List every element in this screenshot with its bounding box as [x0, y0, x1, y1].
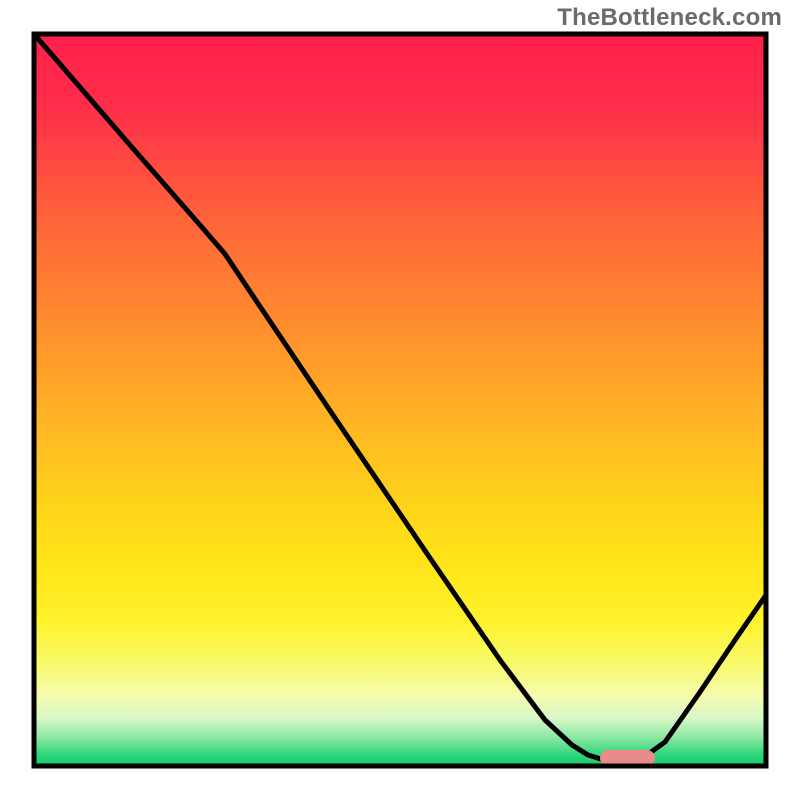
bottleneck-chart — [0, 0, 800, 800]
watermark-text: TheBottleneck.com — [557, 4, 782, 32]
chart-container: TheBottleneck.com — [0, 0, 800, 800]
gradient-background — [34, 34, 766, 766]
